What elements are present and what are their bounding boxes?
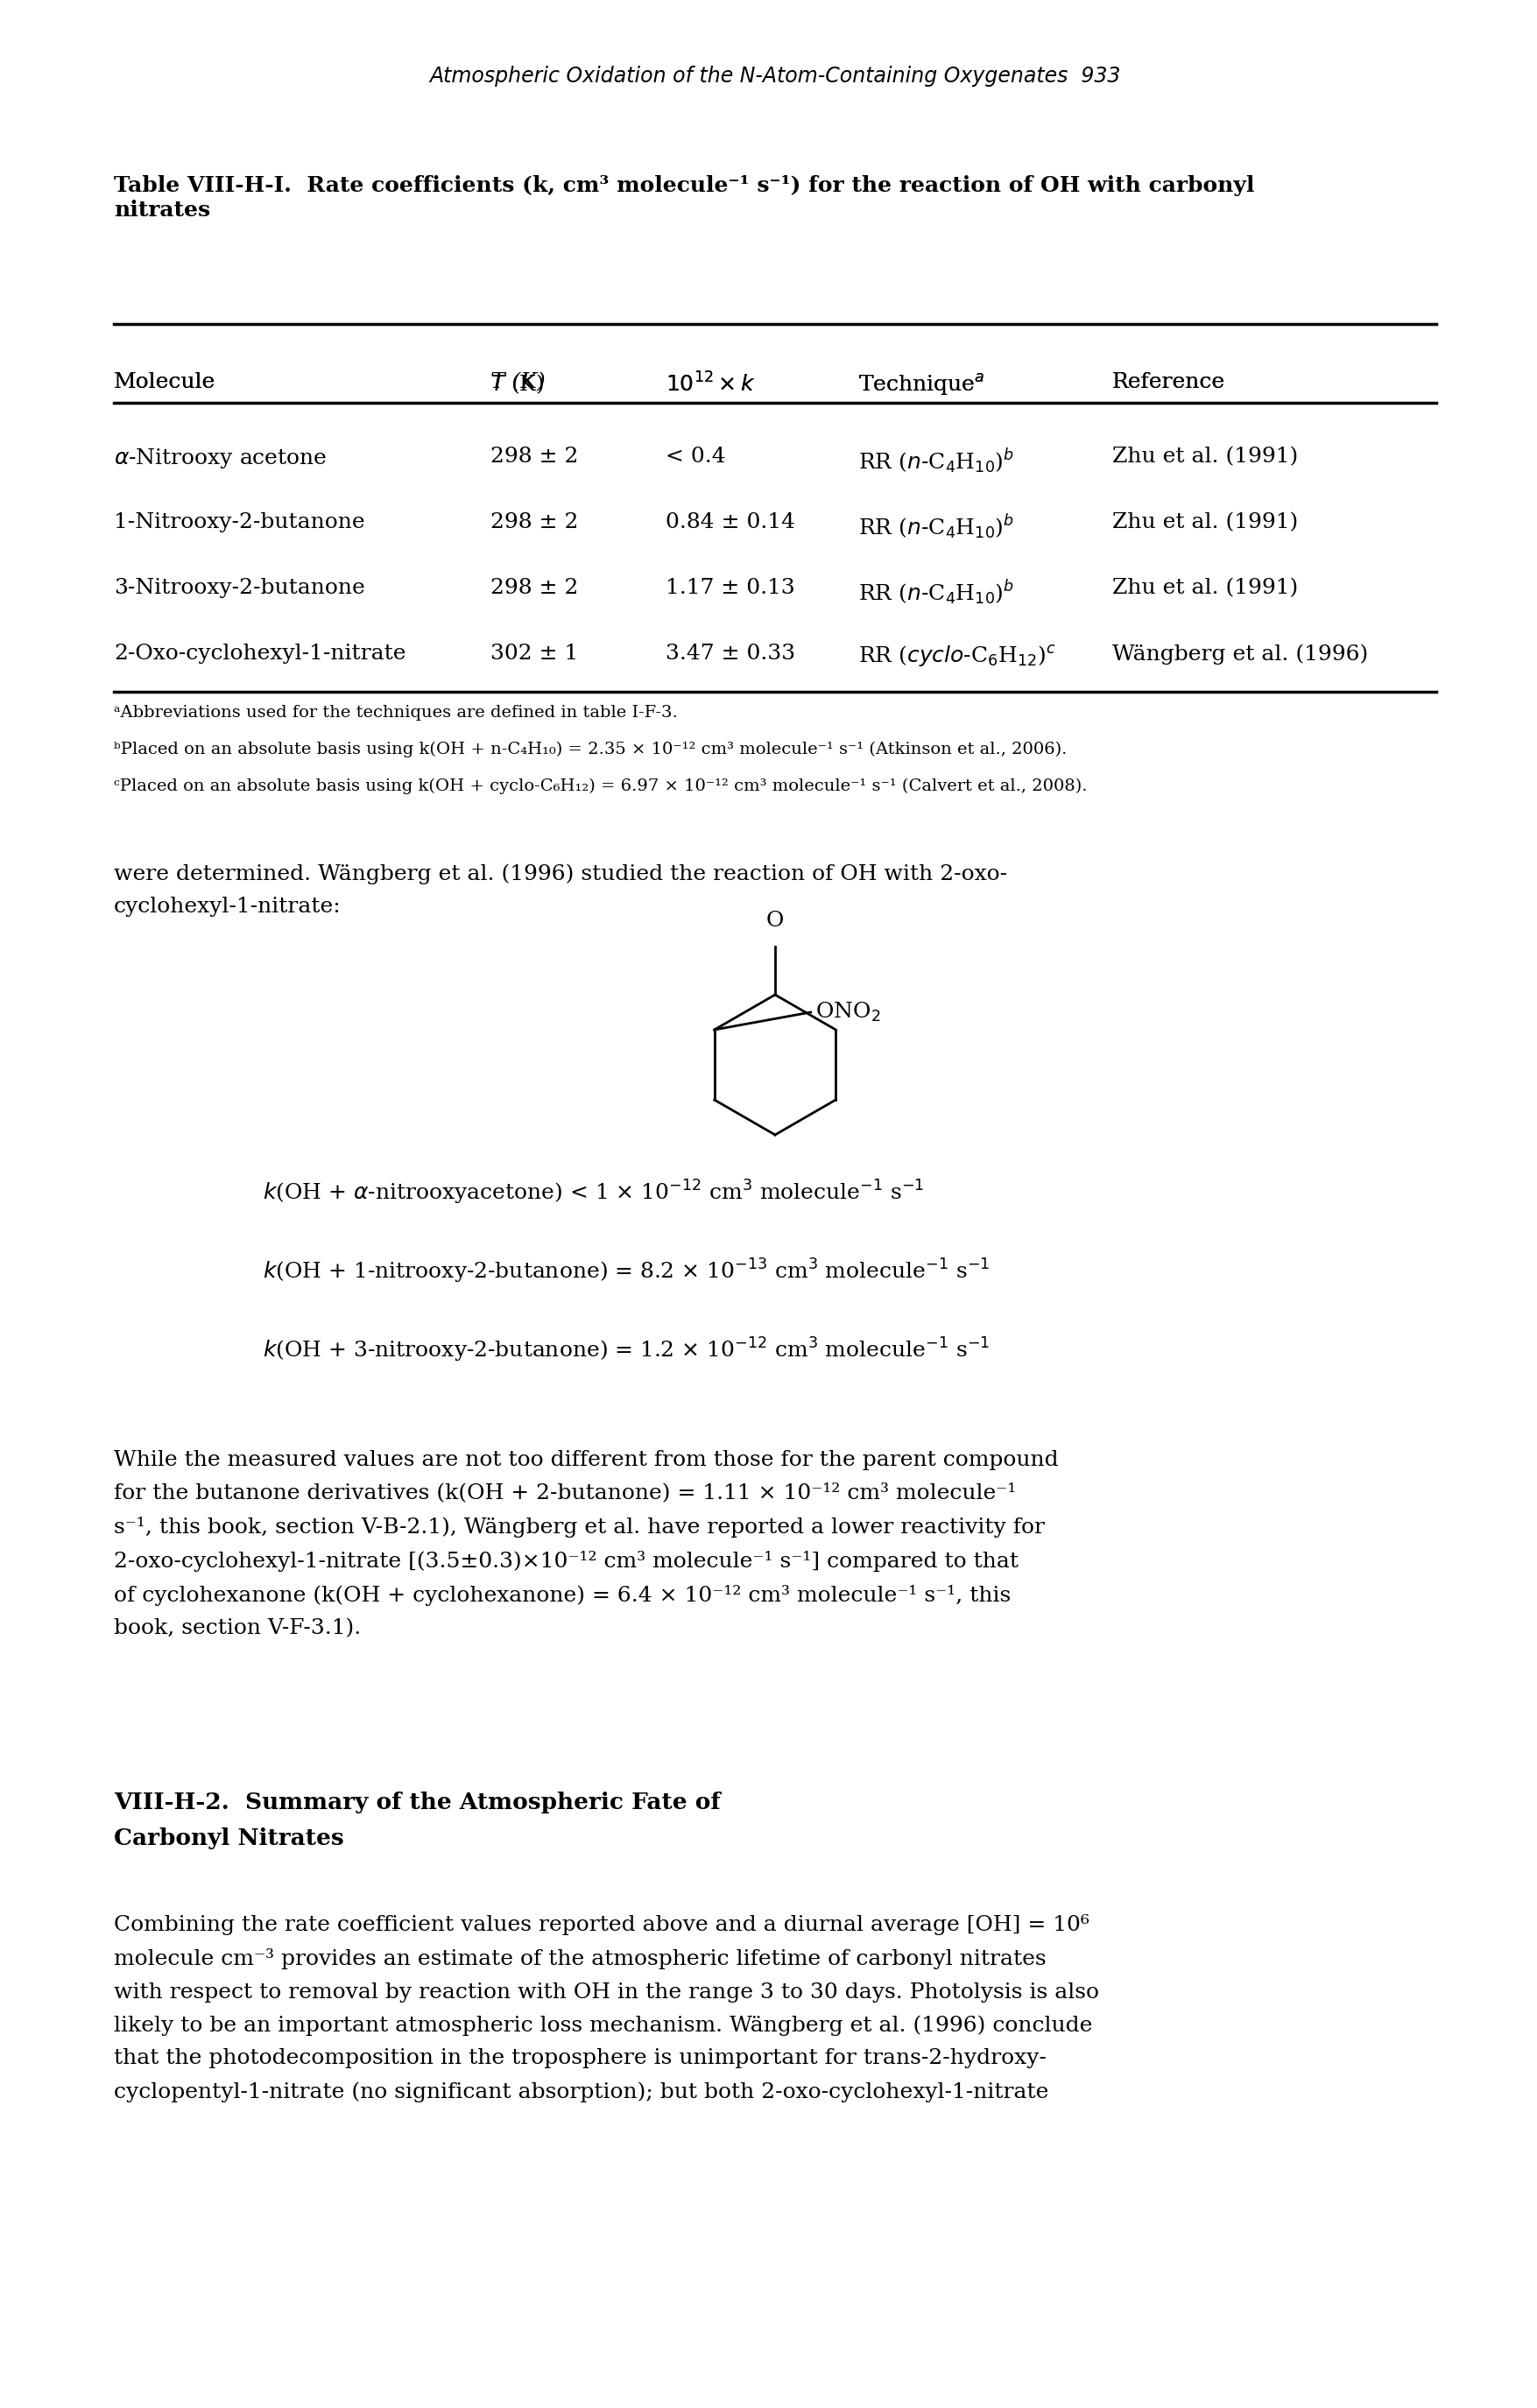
Text: Atmospheric Oxidation of the N-Atom-Containing Oxygenates  933: Atmospheric Oxidation of the N-Atom-Cont… [429,65,1120,87]
Text: 1.17 ± 0.13: 1.17 ± 0.13 [666,578,795,597]
Text: Wängberg et al. (1996): Wängberg et al. (1996) [1113,643,1368,665]
Text: ᵇPlaced on an absolute basis using k(OH + n-C₄H₁₀) = 2.35 × 10⁻¹² cm³ molecule⁻¹: ᵇPlaced on an absolute basis using k(OH … [114,742,1067,759]
Text: were determined. Wängberg et al. (1996) studied the reaction of OH with 2-oxo-
c: were determined. Wängberg et al. (1996) … [114,864,1007,917]
Text: Zhu et al. (1991): Zhu et al. (1991) [1113,445,1299,467]
Text: 2-Oxo-cyclohexyl-1-nitrate: 2-Oxo-cyclohexyl-1-nitrate [114,643,406,665]
Text: VIII-H-2.  Summary of the Atmospheric Fate of
Carbonyl Nitrates: VIII-H-2. Summary of the Atmospheric Fat… [114,1792,721,1849]
Text: $10^{12} \times k$: $10^{12} \times k$ [666,373,756,395]
Text: Zhu et al. (1991): Zhu et al. (1991) [1113,513,1299,532]
Text: $k$(OH + $\alpha$-nitrooxyacetone) < 1 $\times$ 10$^{-12}$ cm$^3$ molecule$^{-1}: $k$(OH + $\alpha$-nitrooxyacetone) < 1 $… [263,1178,924,1206]
Text: ONO$_2$: ONO$_2$ [815,1002,881,1023]
Text: O: O [765,910,784,932]
Text: 302 ± 1: 302 ± 1 [490,643,578,665]
Text: Combining the rate coefficient values reported above and a diurnal average [OH] : Combining the rate coefficient values re… [114,1914,1099,2102]
Text: 0.84 ± 0.14: 0.84 ± 0.14 [666,513,795,532]
Text: Technique$^a$: Technique$^a$ [858,373,985,397]
Text: $10^{12} \times k$: $10^{12} \times k$ [666,373,756,395]
Text: Reference: Reference [1113,373,1225,393]
Text: 3.47 ± 0.33: 3.47 ± 0.33 [666,643,795,665]
Text: 298 ± 2: 298 ± 2 [490,513,578,532]
Text: T (K): T (K) [490,373,546,393]
Text: 298 ± 2: 298 ± 2 [490,445,578,467]
Text: Technique$^a$: Technique$^a$ [858,373,985,397]
Text: Zhu et al. (1991): Zhu et al. (1991) [1113,578,1299,597]
Text: Table VIII-H-I.  Rate coefficients (k, cm³ molecule⁻¹ s⁻¹) for the reaction of O: Table VIII-H-I. Rate coefficients (k, cm… [114,176,1254,222]
Text: 3-Nitrooxy-2-butanone: 3-Nitrooxy-2-butanone [114,578,364,597]
Text: Molecule: Molecule [114,373,215,393]
Text: While the measured values are not too different from those for the parent compou: While the measured values are not too di… [114,1450,1059,1640]
Text: RR ($cyclo$-C$_6$H$_{12}$)$^c$: RR ($cyclo$-C$_6$H$_{12}$)$^c$ [858,643,1056,669]
Text: < 0.4: < 0.4 [666,445,725,467]
Text: $k$(OH + 1-nitrooxy-2-butanone) = 8.2 $\times$ 10$^{-13}$ cm$^3$ molecule$^{-1}$: $k$(OH + 1-nitrooxy-2-butanone) = 8.2 $\… [263,1257,990,1286]
Text: Molecule: Molecule [114,373,215,393]
Text: $\alpha$-Nitrooxy acetone: $\alpha$-Nitrooxy acetone [114,445,327,470]
Text: $k$(OH + 3-nitrooxy-2-butanone) = 1.2 $\times$ 10$^{-12}$ cm$^3$ molecule$^{-1}$: $k$(OH + 3-nitrooxy-2-butanone) = 1.2 $\… [263,1336,990,1365]
Text: RR ($n$-C$_4$H$_{10}$)$^b$: RR ($n$-C$_4$H$_{10}$)$^b$ [858,445,1014,474]
Text: RR ($n$-C$_4$H$_{10}$)$^b$: RR ($n$-C$_4$H$_{10}$)$^b$ [858,578,1014,607]
Text: 1-Nitrooxy-2-butanone: 1-Nitrooxy-2-butanone [114,513,364,532]
Text: ᵃAbbreviations used for the techniques are defined in table I-F-3.: ᵃAbbreviations used for the techniques a… [114,706,678,720]
Text: Reference: Reference [1113,373,1225,393]
Text: RR ($n$-C$_4$H$_{10}$)$^b$: RR ($n$-C$_4$H$_{10}$)$^b$ [858,513,1014,542]
Text: 298 ± 2: 298 ± 2 [490,578,578,597]
Text: ᶜPlaced on an absolute basis using k(OH + cyclo-C₆H₁₂) = 6.97 × 10⁻¹² cm³ molecu: ᶜPlaced on an absolute basis using k(OH … [114,778,1087,795]
Text: $T$ (K): $T$ (K) [490,373,544,395]
